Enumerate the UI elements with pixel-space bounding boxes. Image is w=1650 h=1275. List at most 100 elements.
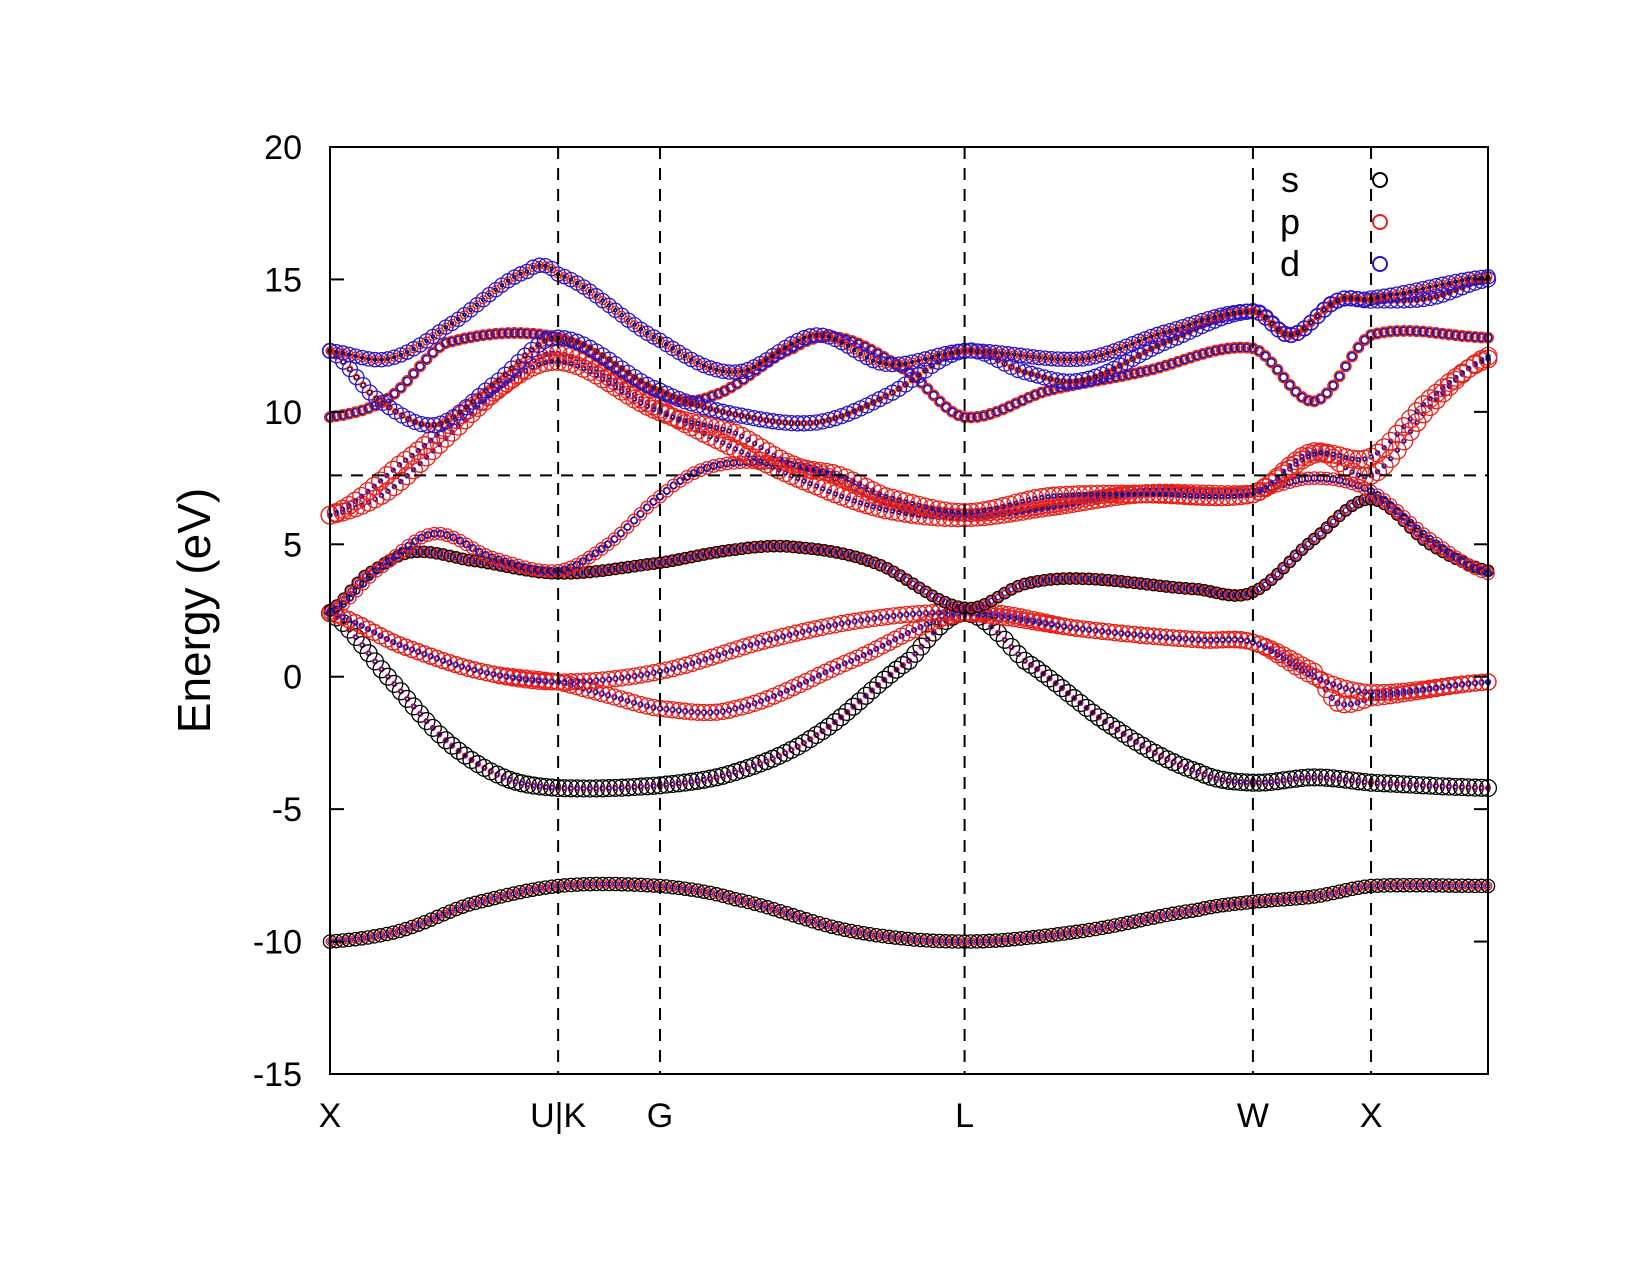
band-point-d [567, 678, 575, 685]
band-point-d [1088, 491, 1094, 498]
band-point-s [838, 702, 857, 722]
band-point-d [1299, 775, 1305, 781]
band-point-s [615, 561, 629, 575]
band-point-d [1079, 625, 1086, 633]
band-point-s [963, 934, 979, 949]
band-point-s [678, 551, 692, 565]
band-point-d [1243, 637, 1251, 644]
band-point-d [909, 610, 917, 618]
band-point-s [969, 934, 985, 949]
band-point-s [862, 681, 881, 700]
band-point-d [1017, 616, 1024, 623]
band-point-d [1406, 687, 1414, 694]
band-point-s [811, 543, 825, 556]
band-point-s [577, 566, 590, 579]
band-point-s [716, 544, 730, 558]
band-point-s [1227, 896, 1243, 912]
band-point-d [1111, 629, 1119, 636]
band-point-s [659, 555, 673, 569]
band-point-d [1274, 651, 1281, 658]
band-point-s [456, 746, 475, 765]
band-point-p [1229, 590, 1240, 601]
band-point-d [618, 674, 625, 682]
band-point-s [347, 366, 353, 372]
band-point-s [741, 541, 755, 555]
band-point-s [1276, 892, 1291, 907]
band-point-s [807, 725, 826, 745]
band-point-d [594, 786, 599, 791]
band-point-p [825, 723, 832, 730]
band-point-p [461, 752, 469, 759]
band-point-p [1052, 680, 1059, 687]
band-point-s [786, 540, 800, 554]
band-point-s [1121, 575, 1135, 589]
band-point-d [586, 677, 594, 685]
band-point-d [549, 785, 555, 790]
band-point-s [1063, 572, 1077, 585]
band-point-d [568, 786, 574, 791]
band-point-d [1150, 633, 1157, 640]
band-point-s [1024, 576, 1038, 589]
band-point-p [1071, 694, 1078, 702]
band-point-d [1225, 591, 1232, 599]
band-point-p [442, 737, 449, 744]
band-point-s [819, 717, 838, 736]
band-point-d [1280, 655, 1287, 662]
band-point-s [906, 644, 925, 663]
band-point-s [672, 553, 686, 566]
band-point-d [1225, 493, 1231, 500]
band-point-s [647, 557, 661, 570]
band-point-s [703, 546, 717, 560]
band-point-d [1206, 493, 1212, 500]
band-point-p [449, 742, 456, 749]
band-point-s [424, 545, 437, 559]
band-point-d [637, 671, 645, 679]
band-point-d [632, 784, 637, 790]
band-point-d [1054, 622, 1061, 629]
band-point-p [988, 623, 995, 630]
band-point-d [1445, 682, 1453, 689]
band-point-p [819, 727, 826, 735]
band-point-d [437, 732, 442, 737]
band-point-s [691, 549, 705, 563]
band-point-s [449, 551, 463, 564]
band-point-s [398, 689, 417, 708]
band-point-d [542, 678, 549, 685]
band-point-p [1101, 718, 1109, 725]
band-point-d [529, 677, 536, 684]
band-point-d [1322, 389, 1332, 398]
band-point-d [1268, 647, 1275, 655]
band-point-p [806, 735, 814, 743]
band-point-s [951, 934, 966, 949]
band-point-d [1073, 625, 1080, 632]
band-point-s [824, 545, 837, 558]
band-point-d [605, 676, 613, 683]
band-point-s [1172, 581, 1186, 595]
band-point-s [1233, 895, 1249, 911]
band-point-p [862, 692, 869, 699]
band-point-s [1127, 576, 1141, 590]
band-point-d [857, 699, 862, 704]
band-point-s [628, 559, 641, 573]
band-point-s [1215, 897, 1230, 913]
band-point-s [1028, 660, 1047, 679]
band-point-s [710, 545, 723, 559]
band-point-d [1305, 775, 1311, 780]
band-point-d [366, 650, 371, 656]
band-point-d [1335, 372, 1344, 381]
band-point-s [735, 542, 749, 556]
band-point-s [964, 601, 978, 615]
band-point-s [850, 692, 869, 711]
band-point-d [619, 785, 625, 790]
band-point-s [436, 731, 455, 750]
band-point-d [1355, 688, 1362, 695]
band-point-d [869, 688, 875, 693]
band-point-s [1140, 577, 1154, 591]
band-point-d [871, 615, 878, 622]
band-point-s [842, 548, 856, 562]
band-point-d [1232, 779, 1238, 784]
band-point-d [1426, 685, 1433, 692]
band-point-d [593, 677, 600, 684]
band-point-d [1244, 780, 1250, 785]
band-point-p [429, 724, 437, 732]
